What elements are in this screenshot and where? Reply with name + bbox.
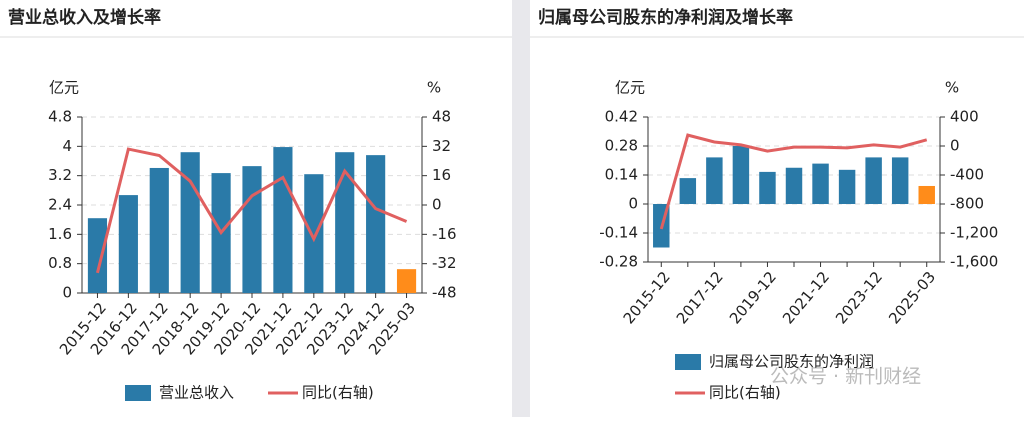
y2-unit: % (945, 79, 959, 97)
y-tick-label: 0 (628, 195, 638, 213)
y-tick-label: 0.8 (48, 254, 72, 272)
bar (87, 218, 108, 293)
bar (732, 146, 750, 204)
y2-tick-label: -16 (432, 225, 457, 243)
x-tick-label: 2023-12 (832, 268, 886, 328)
bar (918, 185, 935, 204)
y2-tick-label: -1,600 (950, 253, 998, 271)
bar (335, 152, 355, 293)
y2-tick-label: 0 (432, 196, 442, 214)
y2-tick-label: -800 (950, 195, 984, 213)
bar (891, 157, 909, 204)
y2-tick-label: -1,200 (950, 224, 998, 242)
y2-tick-label: 16 (432, 166, 451, 184)
legend-label: 同比(右轴) (709, 384, 781, 402)
bar (706, 157, 723, 204)
bar (759, 171, 776, 204)
bar (838, 169, 856, 204)
y-tick-label: 4.8 (48, 108, 72, 126)
y-tick-label: 1.6 (48, 225, 72, 243)
x-tick-label: 2019-12 (726, 268, 780, 328)
chart-title: 归属母公司股东的净利润及增长率 (538, 7, 793, 28)
y-tick-label: 0.28 (605, 137, 638, 155)
legend-label: 归属母公司股东的净利润 (709, 353, 874, 371)
x-tick-label: 2025-03 (885, 268, 939, 328)
y-tick-label: 4 (62, 137, 72, 155)
bar (273, 147, 293, 293)
y-unit: 亿元 (615, 79, 645, 97)
bar (118, 195, 138, 293)
y-tick-label: -0.14 (599, 224, 638, 242)
bar (396, 269, 417, 293)
line-series (659, 133, 928, 230)
legend-swatch (125, 385, 151, 401)
bar (785, 167, 803, 204)
x-tick-label: 2017-12 (673, 268, 727, 328)
y-unit: 亿元 (49, 79, 79, 97)
y2-tick-label: -400 (950, 166, 984, 184)
y2-tick-label: 48 (432, 108, 451, 126)
bar (812, 163, 829, 204)
y-tick-label: 0.42 (605, 108, 638, 126)
bar (304, 174, 324, 293)
legend-label: 同比(右轴) (302, 384, 374, 402)
bar (679, 178, 697, 204)
legend-swatch (675, 354, 701, 370)
y2-unit: % (427, 79, 441, 97)
divider (512, 0, 530, 417)
y-tick-label: 0.14 (605, 166, 638, 184)
legend-label: 营业总收入 (159, 384, 234, 402)
y-tick-label: -0.28 (599, 253, 638, 271)
x-tick-label: 2015-12 (620, 268, 674, 328)
bar (180, 152, 200, 293)
y2-tick-label: -48 (432, 284, 457, 302)
chart-title: 营业总收入及增长率 (8, 7, 161, 28)
y2-tick-label: 32 (432, 137, 451, 155)
line-series (95, 147, 408, 274)
y2-tick-label: -32 (432, 254, 457, 272)
y2-tick-label: 0 (950, 137, 960, 155)
bar (149, 167, 169, 293)
watermark: 公众号 · 新刊财经 (770, 366, 921, 388)
y-tick-label: 3.2 (48, 166, 72, 184)
y-tick-label: 2.4 (48, 196, 72, 214)
bar (366, 155, 386, 293)
x-tick-label: 2021-12 (779, 268, 833, 328)
y-tick-label: 0 (62, 284, 72, 302)
bar (865, 157, 882, 204)
bar (242, 166, 262, 293)
y2-tick-label: 400 (950, 108, 979, 126)
